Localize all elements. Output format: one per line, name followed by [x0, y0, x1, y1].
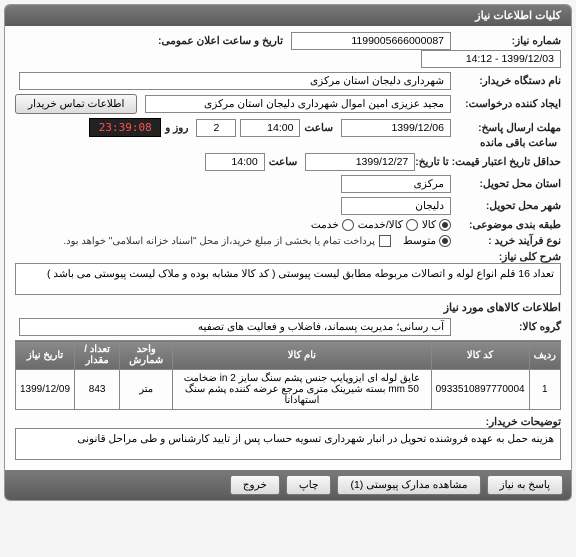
- reply-button[interactable]: پاسخ به نیاز: [487, 475, 563, 495]
- need-info-panel: کلیات اطلاعات نیاز شماره نیاز: 119900566…: [4, 4, 572, 501]
- col-header: نام کالا: [173, 341, 431, 370]
- need-no-value: 1199005666000087: [291, 32, 451, 50]
- reply-deadline-label: مهلت ارسال پاسخ:: [451, 122, 561, 134]
- radio-medium-dot: [439, 235, 451, 247]
- need-no-label: شماره نیاز:: [451, 35, 561, 47]
- items-table: ردیفکد کالانام کالاواحد شمارشتعداد / مقد…: [15, 340, 561, 410]
- price-validity-date: 1399/12/27: [305, 153, 415, 171]
- panel-title: کلیات اطلاعات نیاز: [5, 5, 571, 26]
- budget-radio-group: کالا کالا/خدمت خدمت: [311, 219, 451, 231]
- creator-label: ایجاد کننده درخواست:: [451, 98, 561, 110]
- col-header: تعداد / مقدار: [75, 341, 120, 370]
- buy-process-label: نوع فرآیند خرید :: [451, 235, 561, 247]
- radio-goods-dot: [439, 219, 451, 231]
- table-cell: 1: [529, 370, 560, 410]
- item-group-label: گروه کالا:: [451, 321, 561, 333]
- time-label-2: ساعت: [269, 156, 298, 168]
- partial-pay-label: پرداخت تمام یا بخشی از مبلغ خرید،از محل …: [63, 236, 375, 247]
- days-label: روز و: [165, 122, 188, 134]
- radio-medium-label: متوسط: [403, 235, 436, 247]
- radio-service-dot: [342, 219, 354, 231]
- main-desc-value: تعداد 16 قلم انواع لوله و اتصالات مربوطه…: [15, 263, 561, 295]
- col-header: تاریخ نیاز: [16, 341, 75, 370]
- announce-label: تاریخ و ساعت اعلان عمومی:: [158, 35, 283, 47]
- table-row: 10933510897770004عایق لوله ای ایزوپایپ ج…: [16, 370, 561, 410]
- buyer-notes-label: توضیحات خریدار:: [451, 416, 561, 428]
- items-thead: ردیفکد کالانام کالاواحد شمارشتعداد / مقد…: [16, 341, 561, 370]
- radio-goods-service-dot: [406, 219, 418, 231]
- reply-date: 1399/12/06: [341, 119, 451, 137]
- table-cell: 0933510897770004: [431, 370, 529, 410]
- table-cell: 1399/12/09: [16, 370, 75, 410]
- radio-goods[interactable]: کالا: [422, 219, 451, 231]
- items-header: اطلاعات کالاهای مورد نیاز: [15, 301, 561, 314]
- col-header: واحد شمارش: [120, 341, 173, 370]
- buyer-org-label: نام دستگاه خریدار:: [451, 75, 561, 87]
- delivery-province-label: استان محل تحویل:: [451, 178, 561, 190]
- buy-process-group: متوسط: [403, 235, 451, 247]
- col-header: کد کالا: [431, 341, 529, 370]
- buyer-notes-value: هزینه حمل به عهده فروشنده تحویل در انبار…: [15, 428, 561, 460]
- delivery-city-label: شهر محل تحویل:: [451, 200, 561, 212]
- panel-body: شماره نیاز: 1199005666000087 تاریخ و ساع…: [5, 26, 571, 470]
- table-cell: عایق لوله ای ایزوپایپ جنس پشم سنگ سایز 2…: [173, 370, 431, 410]
- time-label-1: ساعت: [304, 122, 333, 134]
- radio-service[interactable]: خدمت: [311, 219, 354, 231]
- print-button[interactable]: چاپ: [286, 475, 332, 495]
- radio-goods-service-label: کالا/خدمت: [358, 219, 403, 231]
- radio-goods-label: کالا: [422, 219, 436, 231]
- items-tbody: 10933510897770004عایق لوله ای ایزوپایپ ج…: [16, 370, 561, 410]
- delivery-city: دلیجان: [341, 197, 451, 215]
- budget-class-label: طبقه بندی موضوعی:: [451, 219, 561, 231]
- item-group-value: آب رسانی؛ مدیریت پسماند، فاضلاب و فعالیت…: [19, 318, 451, 336]
- buyer-org-value: شهرداری دلیجان استان مرکزی: [19, 72, 451, 90]
- radio-goods-service[interactable]: کالا/خدمت: [358, 219, 418, 231]
- table-cell: متر: [120, 370, 173, 410]
- partial-pay-check[interactable]: پرداخت تمام یا بخشی از مبلغ خرید،از محل …: [63, 235, 391, 247]
- remaining-label: ساعت باقی مانده: [480, 137, 557, 149]
- footer-bar: پاسخ به نیاز مشاهده مدارک پیوستی (1) چاپ…: [5, 470, 571, 500]
- delivery-province: مرکزی: [341, 175, 451, 193]
- main-desc-label: شرح کلی نیاز:: [451, 251, 561, 263]
- reply-time: 14:00: [240, 119, 300, 137]
- radio-service-label: خدمت: [311, 219, 339, 231]
- partial-pay-box: [379, 235, 391, 247]
- table-cell: 843: [75, 370, 120, 410]
- attachments-button[interactable]: مشاهده مدارک پیوستی (1): [337, 475, 480, 495]
- col-header: ردیف: [529, 341, 560, 370]
- creator-value: مجید عزیزی امین اموال شهرداری دلیجان است…: [145, 95, 451, 113]
- radio-medium[interactable]: متوسط: [403, 235, 451, 247]
- price-validity-time: 14:00: [205, 153, 265, 171]
- countdown-timer: 23:39:08: [89, 118, 161, 137]
- price-validity-label: حداقل تاریخ اعتبار قیمت: تا تاریخ:: [415, 156, 561, 168]
- buyer-contact-button[interactable]: اطلاعات تماس خریدار: [15, 94, 137, 114]
- days-left: 2: [196, 119, 236, 137]
- exit-button[interactable]: خروج: [230, 475, 280, 495]
- announce-value: 1399/12/03 - 14:12: [421, 50, 561, 68]
